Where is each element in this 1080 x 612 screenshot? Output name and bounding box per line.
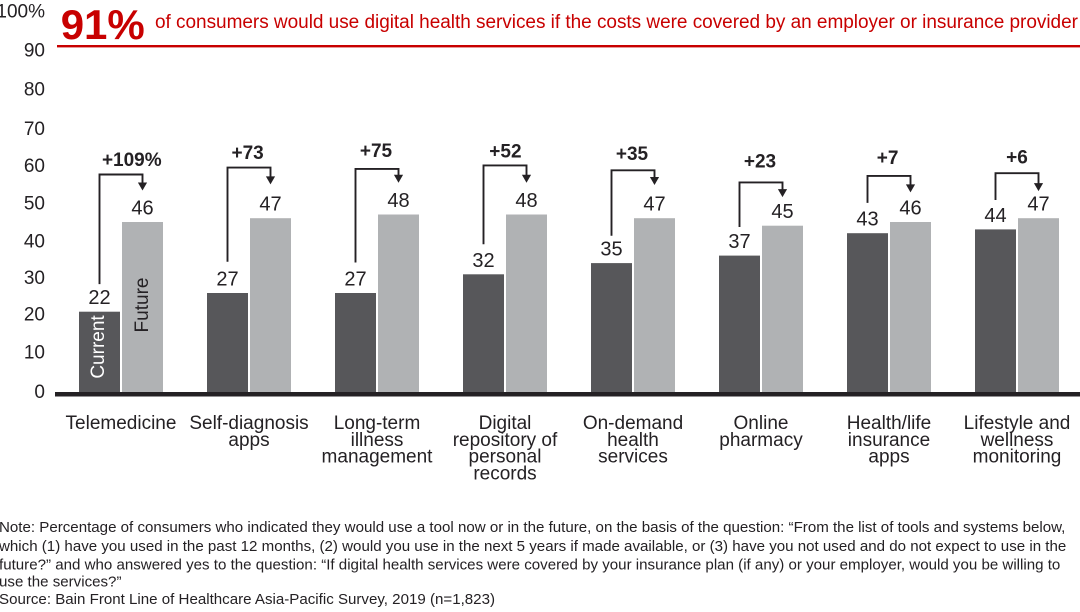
svg-text:Long-term: Long-term [334, 413, 421, 434]
svg-text:+109%: +109% [102, 150, 162, 171]
svg-text:70: 70 [24, 119, 45, 140]
svg-text:60: 60 [24, 156, 45, 177]
svg-text:of consumers would use digital: of consumers would use digital health se… [155, 12, 1079, 33]
svg-text:Current: Current [88, 315, 109, 379]
svg-text:Online: Online [734, 413, 789, 434]
svg-text:personal: personal [469, 447, 542, 468]
svg-text:44: 44 [984, 205, 1006, 227]
svg-text:+73: +73 [231, 143, 263, 164]
svg-text:Digital: Digital [479, 413, 532, 434]
svg-text:records: records [473, 463, 536, 484]
svg-text:47: 47 [643, 194, 665, 216]
svg-text:32: 32 [472, 250, 494, 272]
svg-text:repository of: repository of [453, 430, 558, 451]
svg-text:30: 30 [24, 268, 45, 289]
svg-text:46: 46 [899, 198, 921, 220]
svg-text:insurance: insurance [848, 430, 930, 451]
svg-text:apps: apps [228, 430, 269, 451]
svg-text:use the services?”: use the services?” [0, 574, 121, 591]
svg-text:monitoring: monitoring [973, 447, 1062, 468]
svg-text:+6: +6 [1006, 147, 1028, 168]
svg-text:On-demand: On-demand [583, 413, 683, 434]
svg-text:+7: +7 [877, 148, 899, 169]
svg-text:health: health [607, 430, 659, 451]
svg-text:91%: 91% [61, 1, 145, 48]
svg-text:Note: Percentage of consumers: Note: Percentage of consumers who indica… [0, 519, 1065, 536]
svg-text:22: 22 [88, 287, 110, 309]
svg-text:40: 40 [24, 231, 45, 252]
svg-text:Health/life: Health/life [847, 413, 932, 434]
svg-text:10: 10 [24, 342, 45, 363]
svg-text:+52: +52 [489, 141, 521, 162]
svg-text:apps: apps [868, 447, 909, 468]
svg-text:Self-diagnosis: Self-diagnosis [189, 413, 308, 434]
svg-text:37: 37 [728, 231, 750, 253]
svg-text:+75: +75 [360, 141, 393, 162]
svg-text:27: 27 [344, 269, 366, 291]
svg-text:+35: +35 [616, 144, 649, 165]
svg-text:43: 43 [856, 209, 878, 231]
svg-text:47: 47 [1027, 194, 1049, 216]
svg-text:46: 46 [131, 198, 153, 220]
svg-text:Lifestyle and: Lifestyle and [964, 413, 1071, 434]
svg-text:48: 48 [387, 190, 409, 212]
svg-text:100%: 100% [0, 2, 45, 23]
svg-text:90: 90 [24, 41, 45, 62]
svg-text:50: 50 [24, 193, 45, 214]
svg-text:0: 0 [34, 382, 45, 403]
svg-text:services: services [598, 447, 668, 468]
svg-text:48: 48 [515, 190, 537, 212]
svg-text:Source: Bain Front Line of Hea: Source: Bain Front Line of Healthcare As… [0, 591, 495, 608]
svg-text:+23: +23 [744, 151, 776, 172]
svg-text:pharmacy: pharmacy [719, 430, 803, 451]
svg-text:illness: illness [351, 430, 404, 451]
svg-text:which (1) have you used in the: which (1) have you used in the past 12 m… [0, 538, 1066, 555]
svg-text:35: 35 [600, 239, 622, 261]
svg-text:45: 45 [771, 201, 793, 223]
svg-text:future?” and who answered yes: future?” and who answered yes to the que… [0, 557, 1060, 574]
svg-text:management: management [322, 447, 434, 468]
svg-text:Telemedicine: Telemedicine [66, 413, 177, 434]
svg-text:27: 27 [216, 269, 238, 291]
svg-text:47: 47 [259, 194, 281, 216]
svg-text:Future: Future [132, 278, 153, 333]
svg-text:80: 80 [24, 80, 45, 101]
svg-text:wellness: wellness [980, 430, 1054, 451]
svg-text:20: 20 [24, 305, 45, 326]
